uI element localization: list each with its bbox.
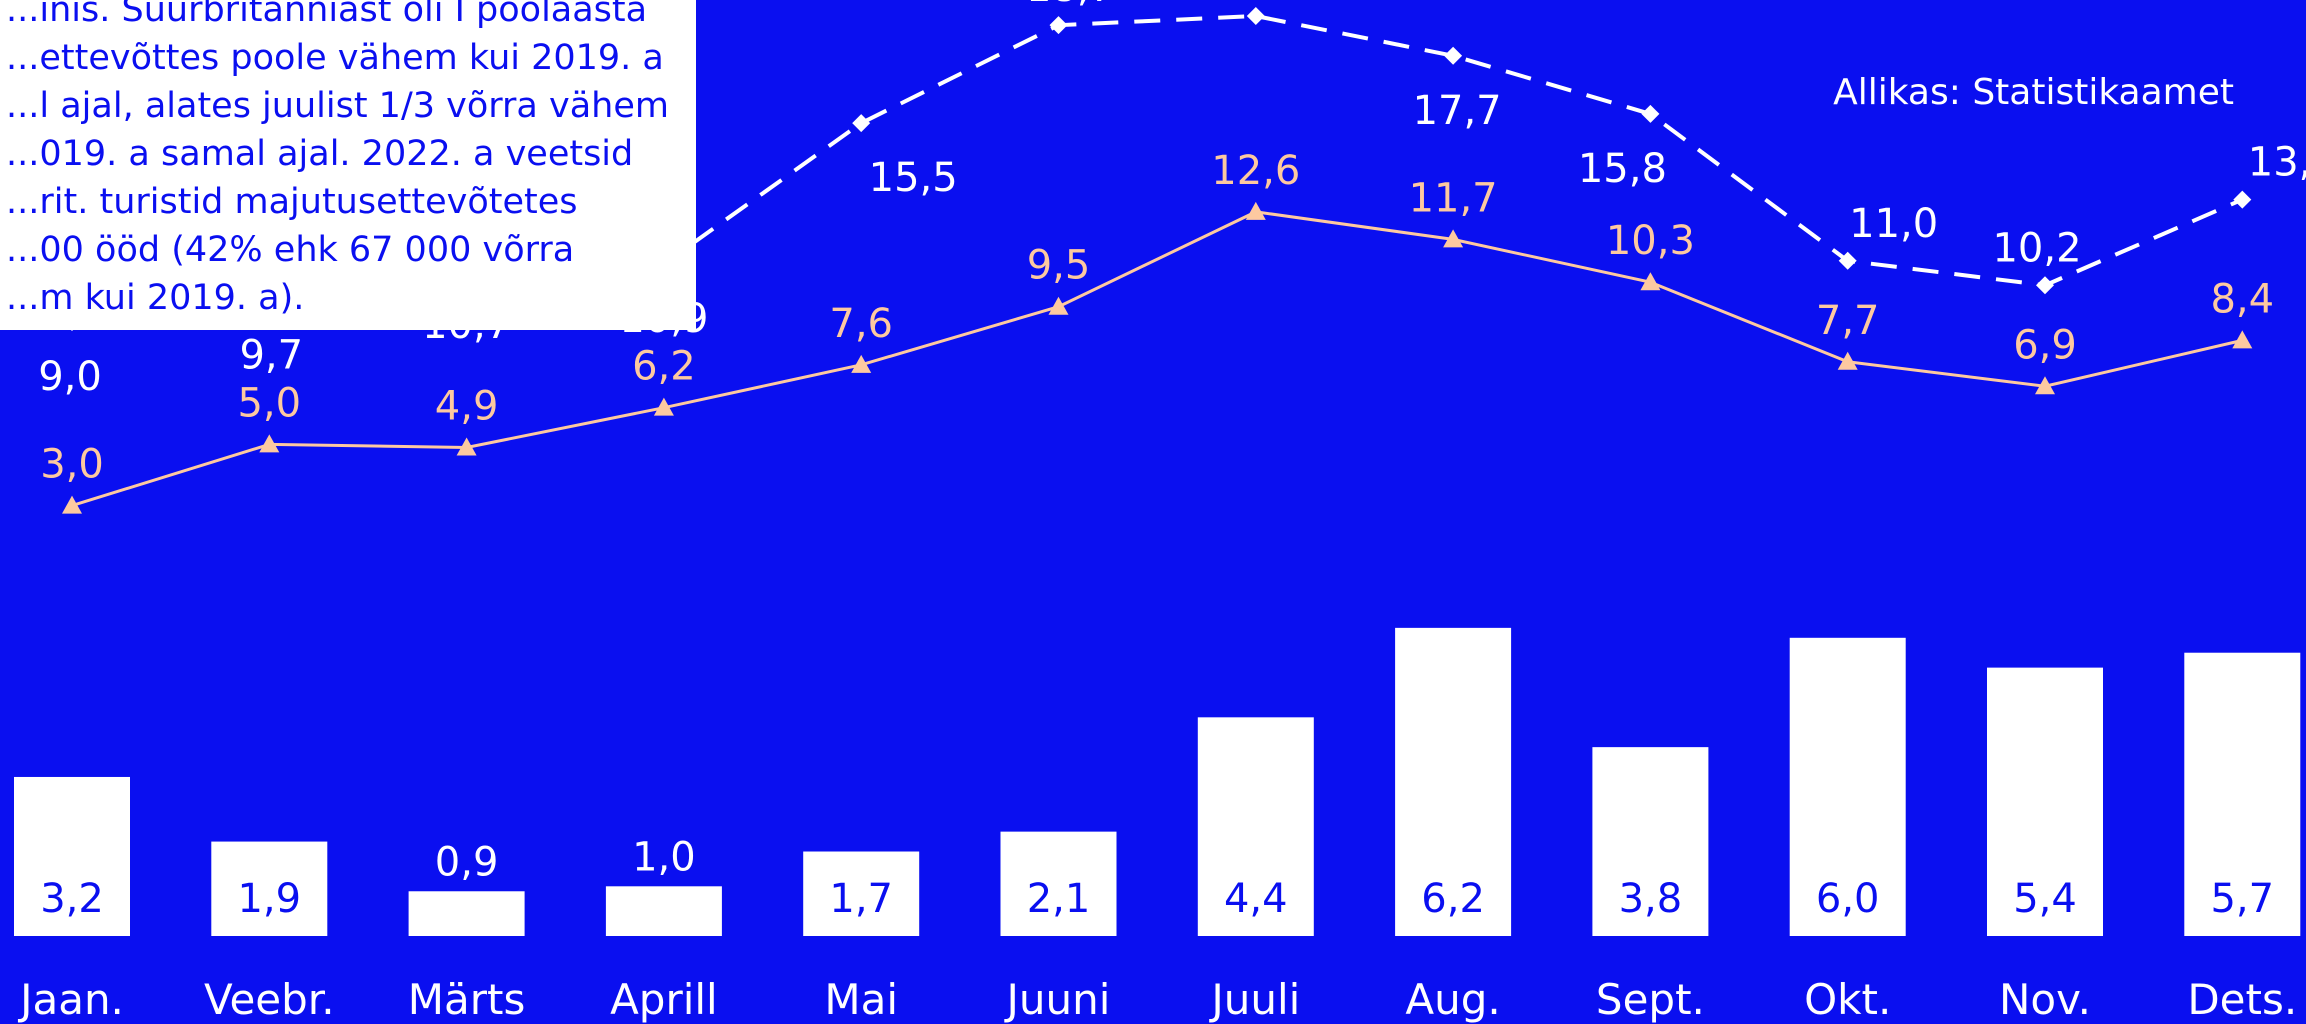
marker-2022 [62,495,82,514]
marker-2019 [2036,276,2054,295]
legend-label-2019: 2019 [1892,0,1994,6]
annotation-line: ...m kui 2019. a). [6,278,305,318]
x-tick-label: Dets. [2187,975,2297,1024]
bar-2021 [408,891,525,936]
data-label-2019: 17,7 [1413,88,1502,134]
data-label-2019: 10,2 [1992,225,2081,271]
x-tick-label: Sept. [1596,975,1705,1024]
x-tick-label: Jaan. [17,975,124,1024]
data-label-2022: 4,9 [435,383,499,429]
marker-2022 [456,437,477,456]
bar-2021 [1987,667,2103,936]
marker-2022 [1048,296,1069,315]
bar-2021 [1789,637,1906,936]
bar-value-label: 3,2 [40,876,104,922]
legend-label-2022: 2022 [2136,0,2238,6]
data-label-2019: 11,0 [1849,201,1938,247]
data-label-2019: 13,0 [2248,140,2306,186]
bar-value-label: 1,9 [237,876,301,922]
marker-2022 [2232,330,2253,349]
x-tick-label: Juuli [1208,975,1300,1024]
data-label-2022: 5,0 [237,380,301,426]
marker-2022 [259,434,280,453]
legend-label-2021: 2021 [1636,0,1738,6]
bar-value-label: 6,0 [1816,876,1880,922]
bar-value-label: 5,7 [2210,876,2274,922]
marker-2022 [1640,272,1661,291]
bar-2021 [1592,747,1709,936]
data-label-2019: 9,7 [239,333,303,379]
bar-2021 [1000,831,1117,936]
data-label-2022: 3,0 [40,442,104,488]
marker-2022 [851,354,872,373]
data-label-2022: 12,6 [1211,148,1300,194]
bar-2021 [605,886,722,936]
bar-value-label: 5,4 [2013,876,2077,922]
marker-2022 [1443,229,1464,248]
annotation-line: ...inis. Suurbritanniast oli I poolaasta [6,0,648,30]
marker-2022 [1245,201,1266,220]
line-2019 [71,13,2244,324]
marker-2019 [1838,251,1857,270]
data-label-2022: 6,2 [632,344,696,390]
bar-2021 [1197,717,1314,936]
x-tick-label: Juuni [1004,975,1111,1024]
annotation-box: ...inis. Suurbritanniast oli I poolaasta… [0,0,696,330]
data-label-2019: 15,5 [869,155,958,201]
marker-2019 [1246,7,1265,25]
x-tick-label: Veebr. [204,975,335,1024]
source-label: Allikas: Statistikaamet [1833,72,2234,113]
bar-2021 [2184,652,2301,936]
x-tick-label: Nov. [1999,975,2091,1024]
data-label-2022: 10,3 [1606,218,1695,264]
bar-2021 [14,776,130,936]
marker-2022 [653,397,674,416]
data-label-2019: 9,0 [38,354,102,400]
x-tick-label: Okt. [1804,975,1891,1024]
x-tick-label: Aprill [610,975,718,1024]
annotation-line: ...ettevõttes poole vähem kui 2019. a [6,38,664,78]
marker-2022 [1837,351,1858,370]
marker-2019 [1641,104,1660,123]
marker-2019 [1049,16,1068,35]
bar-value-label: 3,8 [1619,876,1683,922]
data-label-2022: 7,6 [829,301,893,347]
data-label-2022: 6,9 [2013,322,2077,368]
data-label-2019: 15,8 [1578,146,1667,192]
data-label-2022: 8,4 [2210,276,2274,322]
marker-2019 [852,114,871,133]
bar-value-label: 1,0 [632,834,696,880]
annotation-line: ...rit. turistid majutusettevõtetes [6,182,578,222]
data-label-2022: 9,5 [1027,243,1091,289]
marker-2019 [2233,190,2252,209]
data-label-2022: 11,7 [1409,175,1498,221]
bar-2021 [1395,627,1512,936]
x-tick-label: Märts [408,975,526,1024]
bar-value-label: 6,2 [1421,876,1485,922]
bar-2021 [803,851,920,936]
annotation-line: ...l ajal, alates juulist 1/3 võrra vähe… [6,86,669,126]
annotation-line: ...00 ööd (42% ehk 67 000 võrra [6,230,575,270]
x-tick-label: Aug. [1405,975,1500,1024]
bar-value-label: 1,7 [829,876,893,922]
bar-value-label: 0,9 [435,839,499,885]
data-label-2019: 18,7 [1026,0,1115,11]
marker-2022 [2035,376,2055,395]
bar-value-label: 4,4 [1224,876,1288,922]
x-tick-label: Mai [824,975,898,1024]
data-label-2022: 7,7 [1816,298,1880,344]
bar-value-label: 2,1 [1027,876,1091,922]
marker-2019 [1444,46,1463,65]
data-label-2019: 19,0 [1213,0,1302,2]
line-2022 [71,210,2243,508]
bar-2021 [211,841,328,936]
annotation-line: ...019. a samal ajal. 2022. a veetsid [6,134,634,174]
